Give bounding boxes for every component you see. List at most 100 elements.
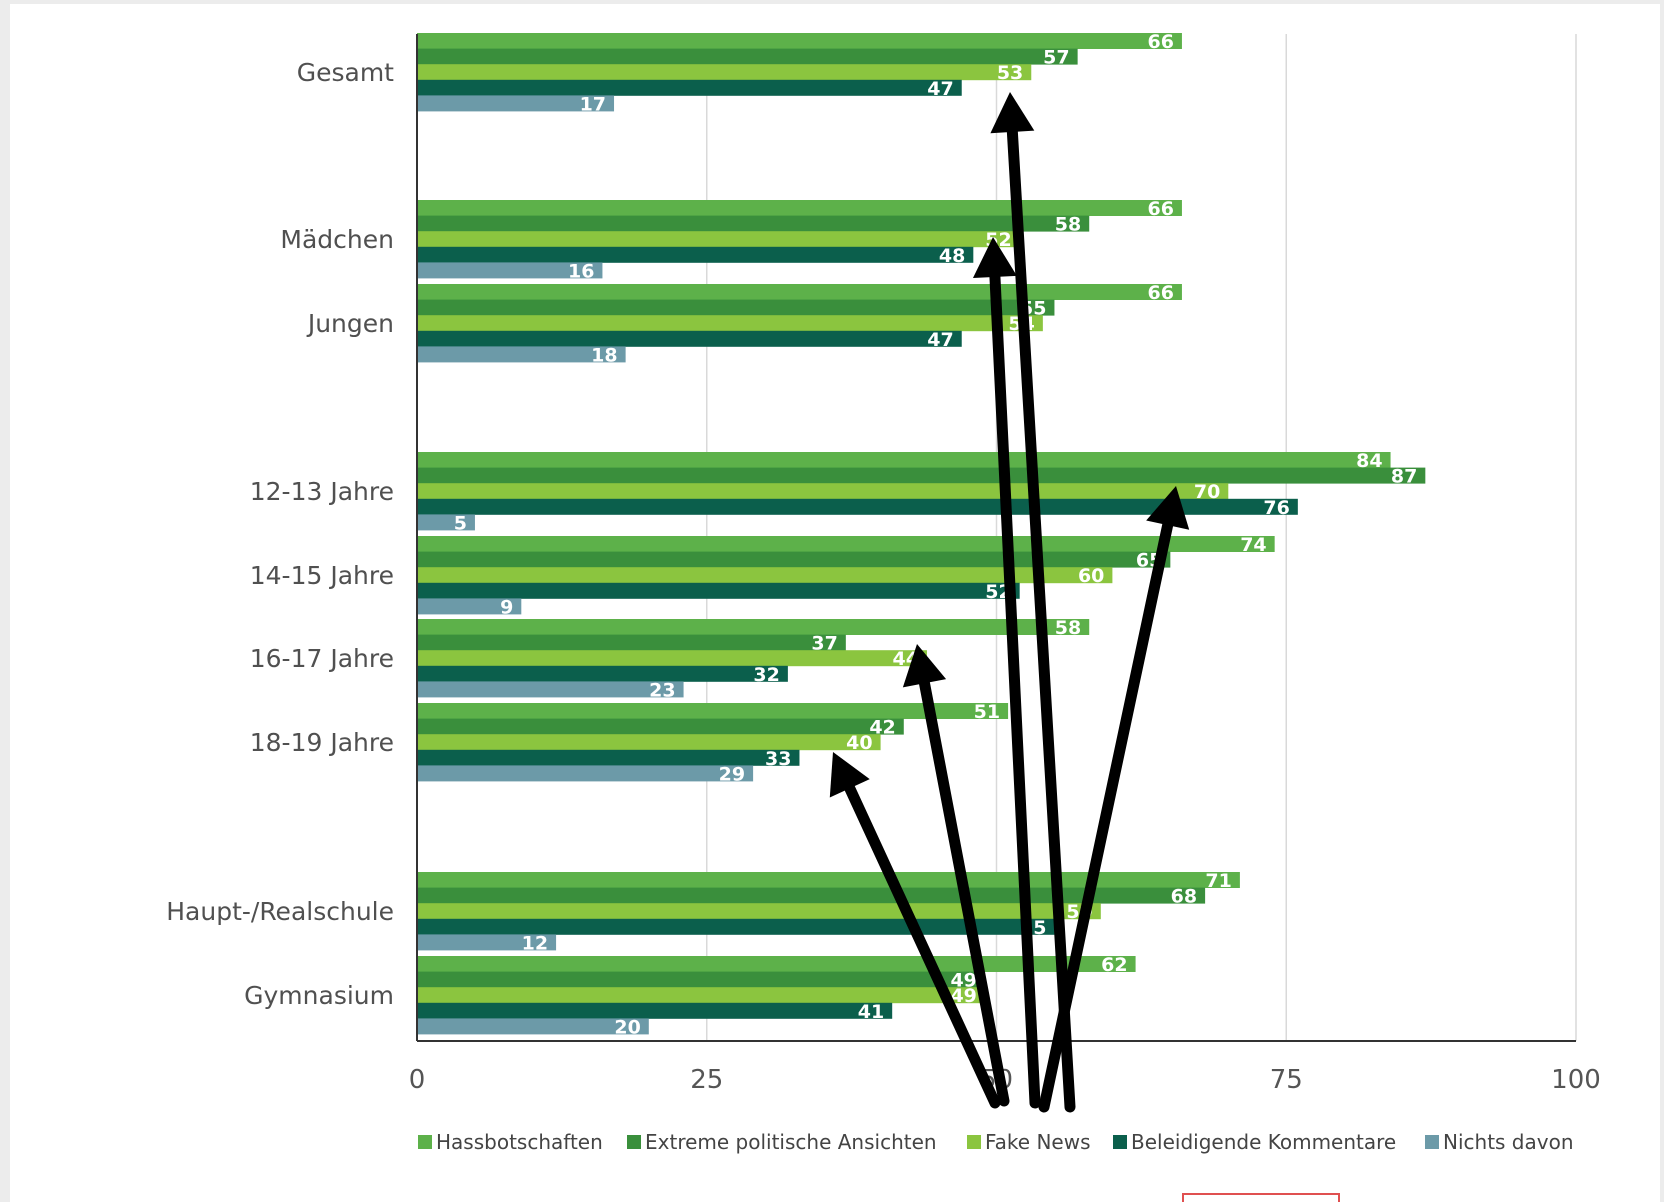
annotation-arrow-head [1146, 486, 1190, 530]
value-label: 23 [649, 679, 675, 701]
bar [417, 567, 1113, 584]
bar [417, 918, 1055, 935]
bar [417, 650, 927, 667]
bar [417, 330, 962, 347]
legend-swatch [967, 1135, 981, 1149]
value-label: 48 [939, 245, 965, 267]
bar [417, 498, 1298, 515]
x-tick-label: 0 [409, 1065, 426, 1095]
value-label: 66 [1147, 198, 1173, 220]
bar [417, 452, 1391, 468]
value-label: 68 [1171, 886, 1197, 908]
bar [417, 299, 1055, 316]
legend-swatch [627, 1135, 641, 1149]
annotation-arrow-head [829, 752, 870, 798]
bar [417, 284, 1182, 300]
bar [417, 262, 603, 279]
annotation-arrows [829, 92, 1190, 1113]
bar [417, 514, 475, 531]
bar [417, 483, 1229, 500]
bar [417, 956, 1136, 972]
value-label: 74 [1240, 534, 1266, 556]
annotation-arrow-head [902, 644, 947, 688]
value-label: 16 [568, 260, 594, 282]
legend-swatch [1113, 1135, 1127, 1149]
value-label: 20 [614, 1016, 640, 1038]
value-label: 58 [1055, 617, 1081, 639]
bar [417, 246, 974, 263]
bar [417, 33, 1182, 49]
cropped-box-edge [1182, 1193, 1340, 1202]
bar [417, 536, 1275, 552]
legend-label: Hassbotschaften [436, 1130, 603, 1154]
category-label: Mädchen [280, 225, 394, 254]
bar [417, 634, 846, 651]
value-label: 84 [1356, 450, 1382, 472]
bar [417, 315, 1043, 332]
value-label: 57 [1043, 47, 1069, 69]
chart-canvas: 0255075100GesamtMädchenJungen12-13 Jahre… [10, 4, 1660, 1202]
bar [417, 987, 985, 1004]
value-label: 66 [1147, 282, 1173, 304]
bar [417, 598, 522, 615]
bar [417, 1002, 893, 1019]
annotation-arrow-head [972, 237, 1017, 279]
value-label: 70 [1194, 481, 1220, 503]
legend: Hassbotschaften Extreme politische Ansich… [418, 1130, 1574, 1154]
category-label: 12-13 Jahre [250, 477, 394, 506]
value-label: 40 [846, 732, 872, 754]
value-label: 53 [997, 62, 1023, 84]
annotation-arrow-head [990, 92, 1035, 134]
category-label: 14-15 Jahre [250, 561, 394, 590]
bar [417, 765, 754, 782]
value-label: 49 [950, 985, 976, 1007]
value-label: 87 [1391, 466, 1417, 488]
bar [417, 48, 1078, 65]
bar [417, 79, 962, 96]
value-label: 76 [1263, 497, 1289, 519]
bar [417, 200, 1182, 216]
value-label: 49 [950, 970, 976, 992]
bar [417, 1018, 649, 1035]
value-label: 47 [927, 78, 953, 100]
bar-chart: 0255075100GesamtMädchenJungen12-13 Jahre… [166, 31, 1601, 1202]
value-label: 58 [1055, 214, 1081, 236]
annotation-arrow-shaft [844, 782, 1001, 1109]
category-label: 16-17 Jahre [250, 644, 394, 673]
value-label: 62 [1101, 954, 1127, 976]
bar [417, 346, 626, 363]
value-label: 71 [1205, 870, 1231, 892]
bar [417, 95, 615, 112]
annotation-arrow-shaft [989, 271, 1041, 1109]
annotation-arrow-shaft [1006, 126, 1076, 1113]
x-tick-label: 75 [1270, 1065, 1303, 1095]
value-label: 42 [869, 717, 895, 739]
annotation-arrow-shaft [918, 677, 1010, 1107]
legend-label: Beleidigende Kommentare [1131, 1130, 1396, 1154]
value-label: 66 [1147, 31, 1173, 53]
bar [417, 734, 881, 751]
bar [417, 215, 1090, 232]
bar [417, 467, 1426, 484]
bar [417, 582, 1020, 599]
value-label: 18 [591, 344, 617, 366]
bar [417, 749, 800, 766]
value-label: 9 [500, 596, 513, 618]
bars [417, 33, 1426, 1035]
bar [417, 872, 1240, 888]
legend-label: Fake News [985, 1130, 1091, 1154]
value-label: 47 [927, 329, 953, 351]
value-label: 29 [719, 763, 745, 785]
value-label: 12 [522, 932, 548, 954]
bar [417, 619, 1090, 635]
bar [417, 551, 1171, 568]
value-label: 41 [858, 1001, 884, 1023]
bar [417, 231, 1020, 248]
category-label: Haupt-/Realschule [166, 897, 394, 926]
bar [417, 903, 1101, 920]
category-label: 18-19 Jahre [250, 728, 394, 757]
bar [417, 64, 1032, 81]
value-label: 60 [1078, 565, 1104, 587]
value-label: 51 [974, 701, 1000, 723]
bar [417, 934, 557, 951]
